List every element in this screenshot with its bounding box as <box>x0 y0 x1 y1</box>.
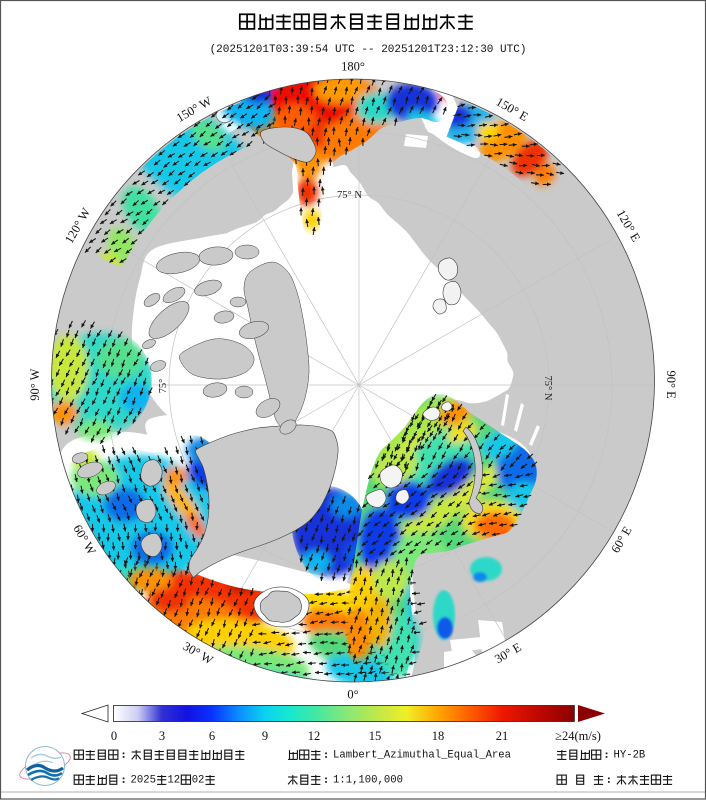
svg-text:1:1,100,000: 1:1,100,000 <box>333 774 403 786</box>
svg-text:Lambert_Azimuthal_Equal_Area: Lambert_Azimuthal_Equal_Area <box>333 749 511 761</box>
svg-text:2025: 2025 <box>131 774 156 786</box>
svg-text:≥24(m/s): ≥24(m/s) <box>555 729 601 743</box>
svg-text:HY-2B: HY-2B <box>614 749 646 761</box>
svg-text:75° N: 75° N <box>542 376 553 401</box>
svg-text:90° E: 90° E <box>664 371 678 400</box>
svg-text:9: 9 <box>262 729 268 743</box>
svg-text:21: 21 <box>496 729 509 743</box>
svg-text:(20251201T03:39:54 UTC -- 2025: (20251201T03:39:54 UTC -- 20251201T23:12… <box>210 44 527 56</box>
svg-text:0°: 0° <box>347 688 358 702</box>
svg-text:0: 0 <box>111 729 117 743</box>
svg-text:15: 15 <box>369 729 382 743</box>
svg-text:90° W: 90° W <box>28 368 42 400</box>
svg-text:12: 12 <box>308 729 321 743</box>
svg-text:3: 3 <box>159 729 165 743</box>
svg-text:12: 12 <box>167 774 180 786</box>
svg-text:18: 18 <box>432 729 445 743</box>
svg-text:75°: 75° <box>158 379 169 394</box>
svg-text:02: 02 <box>192 774 205 786</box>
svg-text:180°: 180° <box>341 60 365 74</box>
svg-text:75° N: 75° N <box>337 190 362 201</box>
svg-text:6: 6 <box>209 729 215 743</box>
